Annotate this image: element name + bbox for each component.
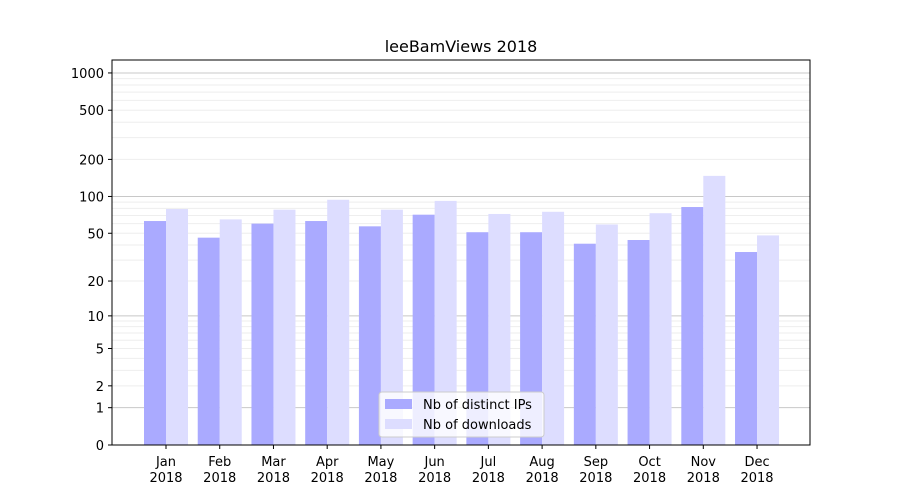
x-tick-label: Sep 2018 xyxy=(579,455,612,486)
y-tick-label: 200 xyxy=(79,153,104,168)
x-tick-label: May 2018 xyxy=(364,455,397,486)
plot-frame xyxy=(111,59,811,446)
legend-box xyxy=(378,391,545,438)
bar-downloads xyxy=(542,211,565,445)
y-tick-label: 5 xyxy=(96,343,104,358)
bars xyxy=(144,175,780,445)
y-axis: 0 1 2 5 10 20 50 100 200 500 1000 xyxy=(71,67,112,454)
x-tick-label: Aug 2018 xyxy=(526,455,559,486)
y-tick-label: 500 xyxy=(79,104,104,119)
x-tick-label: Dec 2018 xyxy=(740,455,773,486)
bar-distinct-ips xyxy=(305,221,328,445)
bar-downloads xyxy=(703,175,726,445)
y-tick-label: 10 xyxy=(87,310,104,325)
x-tick-label: Jul 2018 xyxy=(472,455,505,486)
legend-swatch xyxy=(385,419,412,429)
y-tick-label: 1 xyxy=(96,402,104,417)
bar-downloads xyxy=(327,199,350,445)
bar-distinct-ips xyxy=(412,214,435,445)
bar-distinct-ips xyxy=(735,252,758,445)
y-tick-label: 1000 xyxy=(71,67,104,82)
bar-downloads xyxy=(219,219,242,445)
y-tick-label: 100 xyxy=(79,190,104,205)
legend-swatch xyxy=(385,399,412,409)
legend-label: Nb of distinct IPs xyxy=(423,398,532,413)
bar-downloads xyxy=(649,213,672,445)
bar-downloads xyxy=(166,209,188,445)
x-axis: Jan 2018 Feb 2018 Mar 2018 Apr 2018 May 2018 Jun 20… xyxy=(149,445,774,486)
bar-downloads xyxy=(595,224,618,445)
bar-distinct-ips xyxy=(627,240,650,445)
bar-downloads xyxy=(273,209,296,445)
bar-distinct-ips xyxy=(358,226,381,445)
x-tick-label: Jun 2018 xyxy=(418,455,451,486)
bar-distinct-ips xyxy=(573,243,596,445)
legend: Nb of distinct IPs Nb of downloads xyxy=(378,391,545,438)
y-tick-label: 2 xyxy=(96,380,104,395)
bar-downloads xyxy=(488,213,511,445)
x-tick-label: Apr 2018 xyxy=(311,455,344,486)
chart-title: leeBamViews 2018 xyxy=(385,37,538,56)
y-tick-label: 50 xyxy=(87,227,104,242)
x-tick-label: Mar 2018 xyxy=(257,455,290,486)
x-tick-label: Jan 2018 xyxy=(149,455,182,486)
bar-downloads xyxy=(380,209,403,445)
y-tick-label: 20 xyxy=(87,275,104,290)
bar-downloads xyxy=(757,235,780,445)
x-tick-label: Feb 2018 xyxy=(203,455,236,486)
x-tick-label: Oct 2018 xyxy=(633,455,666,486)
x-tick-label: Nov 2018 xyxy=(687,455,720,486)
bar-distinct-ips xyxy=(251,223,274,445)
y-tick-label: 0 xyxy=(96,439,104,454)
bar-distinct-ips xyxy=(681,207,704,445)
bar-downloads xyxy=(434,200,457,445)
legend-label: Nb of downloads xyxy=(423,418,532,433)
bar-distinct-ips xyxy=(197,237,220,445)
bar-distinct-ips xyxy=(144,221,166,445)
